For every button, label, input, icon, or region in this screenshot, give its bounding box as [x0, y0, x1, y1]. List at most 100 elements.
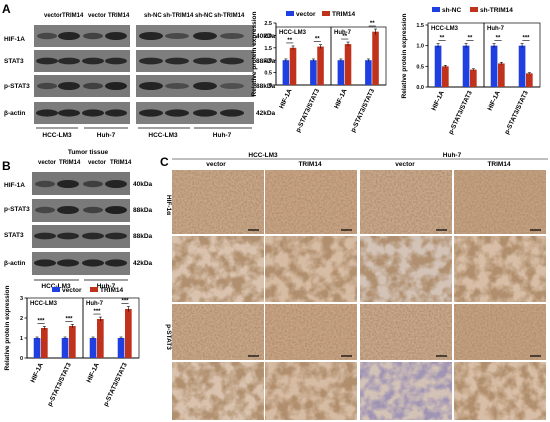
- chart-y-label: Relative protein expression: [401, 14, 408, 99]
- bar-vector: [310, 60, 317, 85]
- blot-b-kda-4: 42kDa: [133, 260, 153, 267]
- chart-group-label: Huh-7: [86, 301, 104, 307]
- ihc-image-texture: [172, 170, 264, 234]
- chart-group-label: Huh-7: [334, 30, 352, 36]
- x-tick-label: p-STAT3/STAT3: [295, 88, 321, 134]
- legend-swatch: [52, 287, 60, 292]
- blot-band: [105, 206, 127, 214]
- blot-band: [193, 57, 217, 65]
- blot-band: [58, 57, 80, 65]
- blot-band: [57, 206, 79, 214]
- y-tick-label: 0.0: [416, 85, 424, 91]
- blot-a-right-lane-1: sh-NC: [144, 13, 162, 19]
- y-tick-label: 1.5: [416, 23, 424, 29]
- ihc-col-4: TRIM14: [487, 161, 511, 168]
- blot-a-right-lane-4: sh-TRIM14: [214, 13, 245, 19]
- bar-TRIM14: [344, 44, 352, 85]
- x-tick-label: p-STAT3/STAT3: [448, 90, 474, 136]
- blot-band: [105, 32, 127, 40]
- sig-marker: ***: [522, 36, 530, 42]
- bar-TRIM14: [372, 31, 379, 85]
- blot-band: [34, 232, 56, 240]
- blot-band: [193, 32, 217, 40]
- y-tick-label: 0.5: [416, 64, 424, 70]
- ihc-image-texture: [360, 362, 452, 420]
- blot-b-group-1: HCC-LM3: [41, 283, 71, 290]
- bar-sh-TRIM14: [526, 73, 533, 87]
- sig-marker: ***: [37, 319, 45, 325]
- panel-b-letter: B: [2, 159, 11, 173]
- ihc-col-1: vector: [206, 161, 226, 168]
- chart-group-label: HCC-LM3: [30, 301, 58, 307]
- sig-marker: **: [287, 38, 292, 44]
- bar-vector: [61, 338, 69, 358]
- ihc-image-texture: [265, 362, 357, 420]
- x-tick-label: p-STAT3/STAT3: [350, 88, 376, 134]
- ihc-image-texture: [454, 170, 546, 234]
- panel-a-letter: A: [2, 2, 11, 16]
- bar-TRIM14: [97, 319, 104, 358]
- sig-marker: ***: [65, 316, 73, 322]
- bar-sh-NC: [518, 45, 526, 87]
- blot-band: [35, 180, 55, 188]
- ihc-image-texture: [454, 304, 546, 360]
- y-tick-label: 0: [20, 356, 23, 362]
- ihc-col-2: TRIM14: [298, 161, 322, 168]
- blot-band: [105, 232, 127, 240]
- blot-b-strip: [32, 225, 130, 248]
- ihc-image-texture: [360, 170, 452, 234]
- blot-band: [58, 32, 80, 40]
- blot-band: [139, 57, 163, 65]
- blot-band: [82, 232, 104, 240]
- blot-a-left-strip: [34, 75, 130, 97]
- blot-band: [139, 82, 163, 90]
- blot-band: [193, 82, 217, 90]
- chart-group-label: HCC-LM3: [431, 26, 459, 32]
- blot-band: [82, 57, 104, 65]
- y-tick-label: 1.5: [264, 46, 272, 52]
- blot-band: [220, 109, 244, 117]
- legend-label-vector: vector: [296, 11, 316, 18]
- blot-b-strip: [32, 252, 130, 275]
- blot-b: Tumor tissue vector TRIM14 vector TRIM14…: [4, 149, 153, 290]
- blot-a-row-hif1a: HIF-1A: [4, 36, 25, 43]
- x-tick-label: HIF-1A: [333, 88, 348, 110]
- ihc-group-2: Huh-7: [443, 152, 462, 159]
- blot-a-left-lane-4: TRIM14: [108, 13, 130, 19]
- y-tick-label: 0: [269, 83, 272, 89]
- blot-a-left-lane-3: vector: [88, 13, 107, 19]
- blot-band: [57, 180, 79, 188]
- chart-y-label: Relative protein expression: [4, 286, 11, 371]
- blot-band: [34, 259, 56, 267]
- ihc-panel: HCC-LM3 Huh-7 vector TRIM14 vector TRIM1…: [165, 152, 548, 350]
- blot-a-left: vector TRIM14 vector TRIM14 HIF-1A STAT3…: [4, 13, 130, 139]
- blot-a-kda-2: 88kDa: [256, 58, 276, 65]
- blot-band: [165, 33, 189, 39]
- sig-marker: **: [496, 36, 501, 42]
- x-tick-label: HIF-1A: [30, 362, 45, 384]
- chart-group-box: [330, 26, 387, 86]
- sig-marker: **: [370, 21, 375, 27]
- blot-band: [139, 109, 163, 117]
- blot-b-lane-1: vector: [38, 160, 57, 166]
- blot-band: [83, 180, 103, 188]
- blot-band: [83, 32, 103, 40]
- chart-group-label: Huh-7: [487, 26, 505, 32]
- blot-b-header: Tumor tissue: [68, 149, 109, 156]
- blot-band: [220, 83, 244, 89]
- ihc-row-1: HIF-1α: [165, 195, 172, 215]
- x-tick-label: HIF-1A: [86, 362, 101, 384]
- chart-group-box: [483, 22, 541, 88]
- blot-band: [58, 109, 80, 117]
- ihc-row-2: p-STAT3: [165, 324, 172, 350]
- ihc-image-grid: [172, 170, 546, 420]
- y-tick-label: 1: [20, 336, 23, 342]
- y-tick-label: 0.5: [264, 71, 272, 77]
- y-tick-label: 2: [20, 316, 23, 322]
- x-tick-label: HIF-1A: [431, 90, 446, 112]
- blot-a-right-group-2: Huh-7: [213, 132, 232, 139]
- blot-band: [105, 109, 127, 117]
- blot-band: [37, 32, 57, 40]
- blot-b-row-stat3: STAT3: [4, 232, 24, 239]
- ihc-image-texture: [172, 362, 264, 420]
